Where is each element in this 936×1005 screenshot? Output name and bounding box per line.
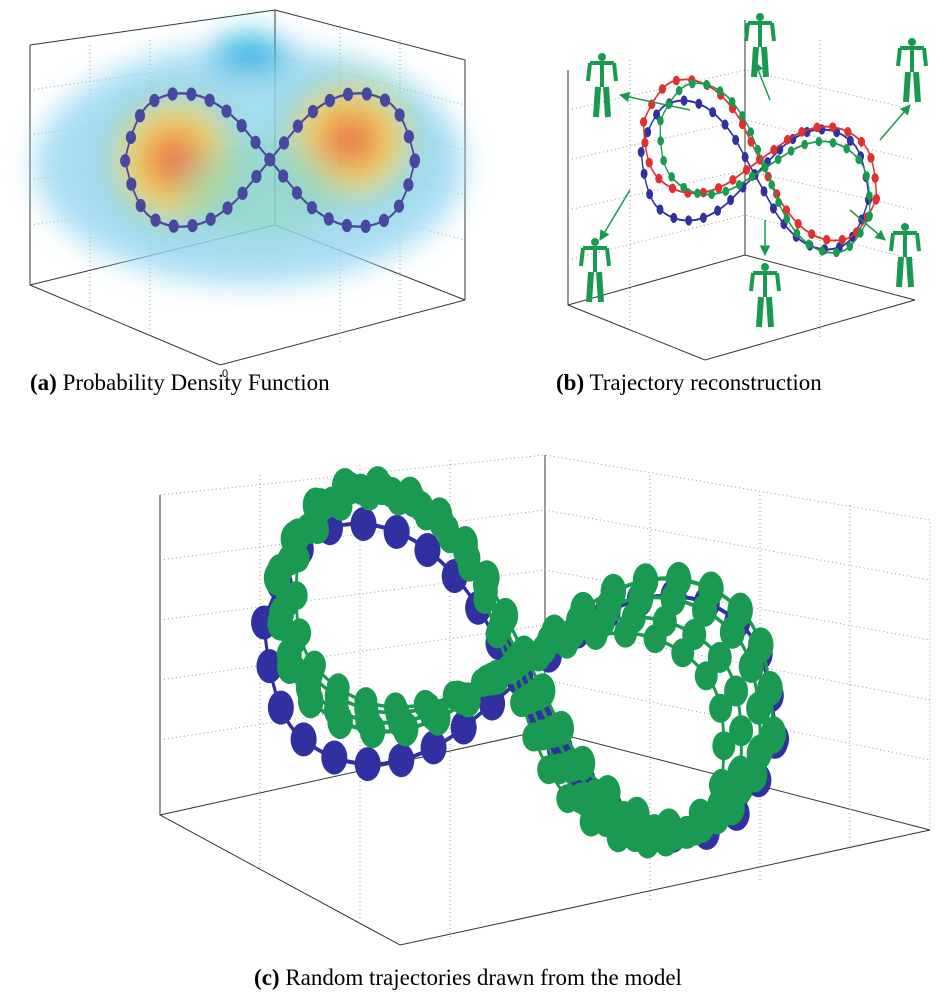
plot-c: (c) Random trajectories drawn from the m… xyxy=(159,455,931,990)
caption-label: (b) xyxy=(556,370,584,395)
caption-text: Random trajectories drawn from the model xyxy=(285,965,682,990)
caption: (a) Probability Density Function xyxy=(30,370,330,395)
caption: (c) Random trajectories drawn from the m… xyxy=(254,965,682,990)
plot-a: 0 (a) Probability Density Function xyxy=(29,9,466,395)
caption-text: Trajectory reconstruction xyxy=(589,370,822,395)
caption-label: (a) xyxy=(30,370,57,395)
caption-text: Probability Density Function xyxy=(63,370,331,395)
tick-label: 0 xyxy=(222,368,228,380)
plot-b: (b) Trajectory reconstruction xyxy=(556,13,926,395)
caption: (b) Trajectory reconstruction xyxy=(556,370,822,395)
caption-label: (c) xyxy=(254,965,280,990)
